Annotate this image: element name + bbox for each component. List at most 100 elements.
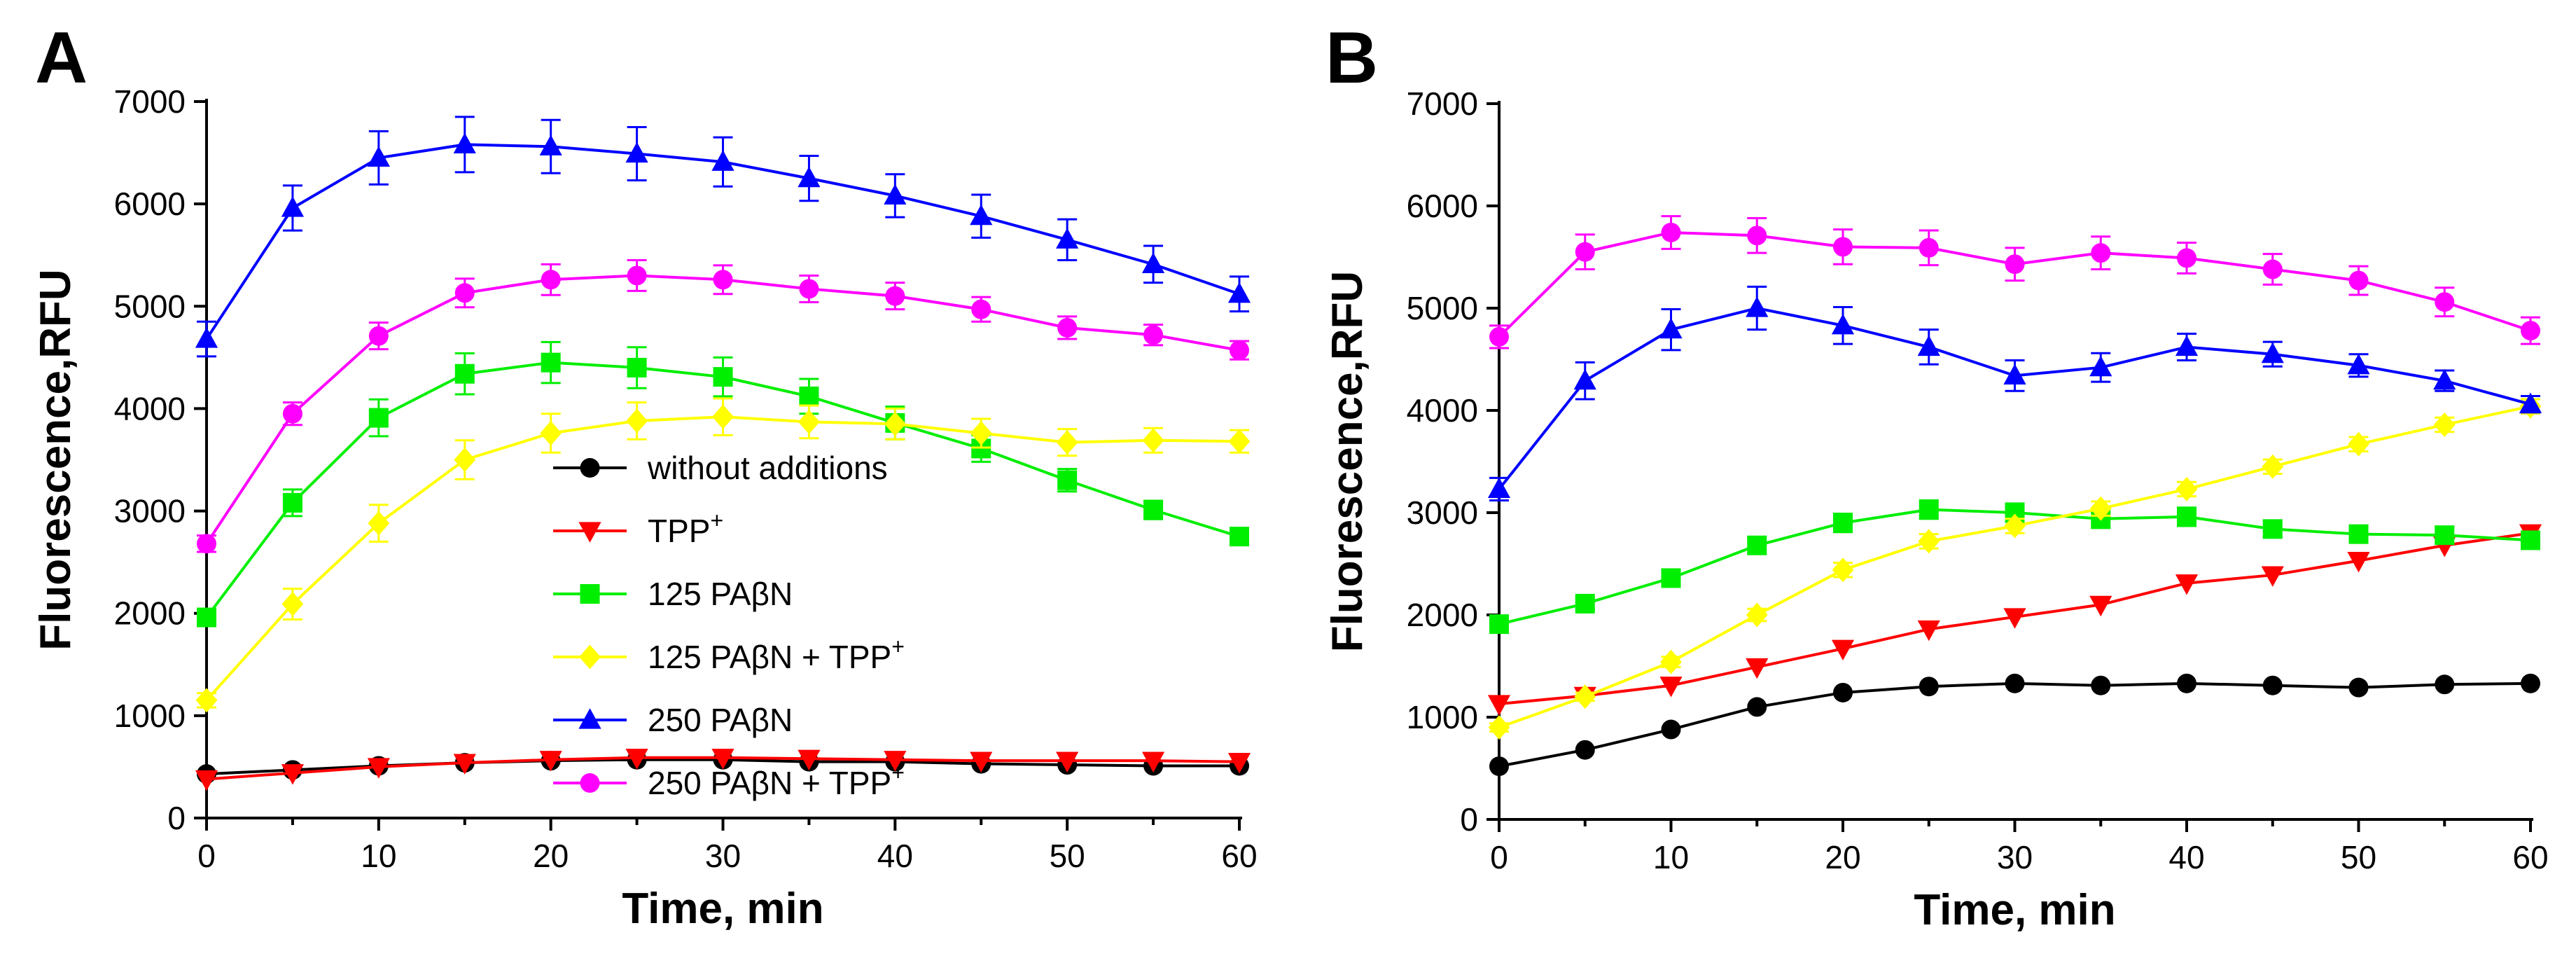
data-point	[1575, 740, 1595, 760]
data-point	[1488, 715, 1510, 740]
data-point	[798, 409, 820, 434]
legend-marker	[578, 522, 601, 543]
legend-label-superscript: +	[891, 634, 905, 659]
legend-label-text: 125 PAβN	[648, 576, 793, 612]
legend-label-text: 250 PAβN + TPP	[648, 765, 891, 801]
series-3	[195, 397, 1251, 713]
data-point	[541, 352, 561, 373]
data-point	[2004, 513, 2026, 539]
data-point	[625, 141, 648, 163]
data-point	[1918, 529, 1940, 554]
data-point	[2433, 368, 2456, 390]
data-point	[2348, 677, 2369, 698]
data-point	[454, 448, 476, 472]
legend-label-text: 125 PAβN + TPP	[648, 639, 891, 675]
data-point	[2348, 431, 2369, 457]
data-point	[2262, 454, 2284, 479]
y-tick-label: 6000	[114, 186, 186, 222]
data-point	[1661, 568, 1681, 588]
data-point	[1143, 500, 1164, 520]
data-point	[2003, 608, 2026, 629]
data-point	[1661, 222, 1681, 242]
data-point	[1919, 677, 1939, 697]
x-tick-label: 0	[197, 838, 216, 874]
data-point	[1833, 682, 1853, 702]
data-point	[281, 764, 305, 785]
data-point	[1833, 237, 1853, 257]
x-tick-label: 50	[1050, 838, 1085, 874]
data-point	[282, 492, 302, 513]
data-point	[281, 196, 305, 217]
data-point	[1057, 317, 1078, 338]
y-tick-label: 2000	[1407, 597, 1478, 633]
legend-label: TPP+	[648, 508, 723, 549]
data-point	[1833, 513, 1853, 533]
data-point	[2521, 530, 2540, 550]
y-tick-label: 4000	[1407, 392, 1478, 429]
panel-b: B 0 1000 2000 3000 4000 5000 6000 7000 0 10 20 30 40 5…	[1323, 18, 2549, 934]
data-point	[2177, 506, 2196, 527]
data-point	[2519, 392, 2542, 413]
data-point	[2262, 675, 2283, 695]
data-point	[1917, 620, 1940, 642]
data-point	[2091, 675, 2111, 695]
x-tick-label: 10	[361, 838, 396, 874]
y-tick-label: 2000	[114, 595, 186, 632]
data-point	[539, 751, 562, 772]
x-axis-title: Time, min	[1914, 886, 2115, 934]
data-point	[1919, 237, 1939, 258]
data-point	[884, 751, 907, 772]
data-point	[1227, 753, 1251, 774]
data-point	[1659, 677, 1683, 698]
x-tick-label: 40	[877, 838, 913, 874]
data-point	[884, 183, 907, 205]
series-line	[1498, 306, 2531, 490]
data-point	[799, 386, 819, 406]
y-tick-label: 3000	[114, 493, 186, 529]
data-point	[1489, 614, 1509, 635]
data-point	[2262, 519, 2283, 539]
legend-marker	[578, 708, 601, 729]
x-tick-label: 40	[2168, 839, 2204, 875]
data-point	[454, 283, 475, 303]
y-tick-label: 5000	[1407, 290, 1478, 326]
data-point	[1832, 557, 1854, 583]
data-point	[1056, 751, 1079, 773]
data-point	[1230, 527, 1249, 547]
data-point	[1746, 658, 1769, 679]
data-point	[971, 299, 991, 319]
panel-label: B	[1325, 18, 1378, 99]
data-point	[367, 146, 390, 167]
legend-label: 125 PAβN + TPP+	[648, 634, 905, 675]
series-5	[1489, 215, 2540, 349]
y-tick-label: 1000	[1407, 699, 1478, 735]
data-point	[2433, 412, 2456, 437]
data-point	[970, 421, 992, 446]
legend-label-superscript: +	[891, 760, 905, 785]
series-3	[1488, 394, 2542, 740]
data-point	[1747, 697, 1767, 717]
x-tick-label: 0	[1490, 839, 1508, 875]
data-point	[2348, 270, 2369, 291]
data-point	[625, 749, 648, 770]
data-point	[2089, 496, 2112, 521]
data-point	[1228, 429, 1251, 454]
x-tick-label: 20	[1825, 839, 1860, 875]
data-point	[195, 688, 218, 713]
data-point	[1057, 470, 1078, 490]
data-point	[541, 270, 561, 290]
data-point	[2177, 673, 2196, 693]
y-tick-label: 1000	[114, 698, 186, 734]
data-point	[711, 749, 734, 770]
x-tick-label: 50	[2341, 839, 2376, 875]
x-tick-label: 20	[533, 838, 569, 874]
data-point	[281, 592, 304, 617]
y-tick-label: 6000	[1407, 188, 1478, 224]
data-point	[2262, 259, 2283, 279]
data-point	[626, 408, 648, 434]
data-point	[2521, 673, 2540, 693]
data-point	[540, 421, 562, 446]
y-axis-title: Fluorescence,RFU	[32, 269, 80, 650]
data-point	[282, 403, 302, 424]
